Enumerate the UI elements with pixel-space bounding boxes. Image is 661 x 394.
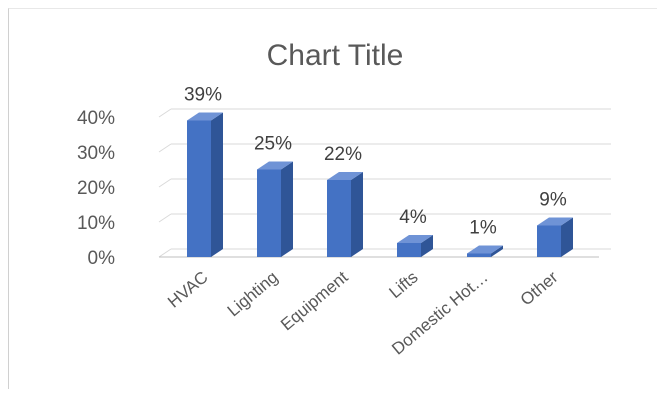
bar-top xyxy=(537,217,573,226)
bar-front xyxy=(467,253,491,257)
bar-front xyxy=(397,243,421,257)
y-tick-label: 40% xyxy=(77,108,115,129)
bar-front xyxy=(537,225,561,257)
bar-front xyxy=(327,180,351,257)
category-label: Other xyxy=(517,267,562,309)
bar-front xyxy=(187,120,211,257)
bar xyxy=(467,245,503,257)
y-tick-label: 30% xyxy=(77,143,115,164)
bar-top xyxy=(397,235,433,243)
bar xyxy=(187,112,223,257)
bar-front xyxy=(257,169,281,257)
gridline-side xyxy=(158,248,172,258)
bar xyxy=(537,217,573,257)
y-tick-label: 0% xyxy=(88,248,116,269)
y-axis-ticks: 0% 10% 20% 30% 40% xyxy=(77,108,115,269)
bar-side xyxy=(491,245,503,257)
bar-side xyxy=(281,161,293,257)
gridlines xyxy=(158,108,611,258)
y-tick-label: 20% xyxy=(77,178,115,199)
bar-top xyxy=(187,112,223,121)
bar-top xyxy=(257,161,293,170)
bar-chart: Chart Title 0% 10% 20% 30% 40% 39% 25% 22% 4% 1%… xyxy=(77,39,611,359)
chart-title: Chart Title xyxy=(267,39,404,72)
gridline-side xyxy=(158,213,172,223)
data-label: 25% xyxy=(254,134,292,155)
data-label: 39% xyxy=(184,85,222,106)
bar-top xyxy=(327,172,363,180)
bar-side xyxy=(211,112,223,257)
gridline-side xyxy=(158,108,172,118)
bar xyxy=(327,172,363,257)
category-label: Equipment xyxy=(277,267,352,334)
bar-side xyxy=(561,217,573,257)
data-label: 4% xyxy=(399,207,427,228)
y-tick-label: 10% xyxy=(77,213,115,234)
category-label: Lighting xyxy=(224,268,282,321)
bars xyxy=(187,112,573,257)
data-label: 9% xyxy=(539,190,567,211)
category-label: HVAC xyxy=(164,268,211,312)
bar-side xyxy=(351,172,363,257)
gridline-side xyxy=(158,178,172,188)
chart-area: Chart Title 0% 10% 20% 30% 40% 39% 25% 22% 4% 1%… xyxy=(8,8,657,389)
bar-side xyxy=(421,235,433,257)
data-label: 22% xyxy=(324,144,362,165)
bar xyxy=(257,161,293,257)
gridline-side xyxy=(158,143,172,153)
bar xyxy=(397,235,433,257)
bar-top xyxy=(467,245,503,254)
data-labels: 39% 25% 22% 4% 1% 9% xyxy=(184,85,567,239)
category-label: Lifts xyxy=(385,268,421,303)
data-label: 1% xyxy=(469,218,497,239)
